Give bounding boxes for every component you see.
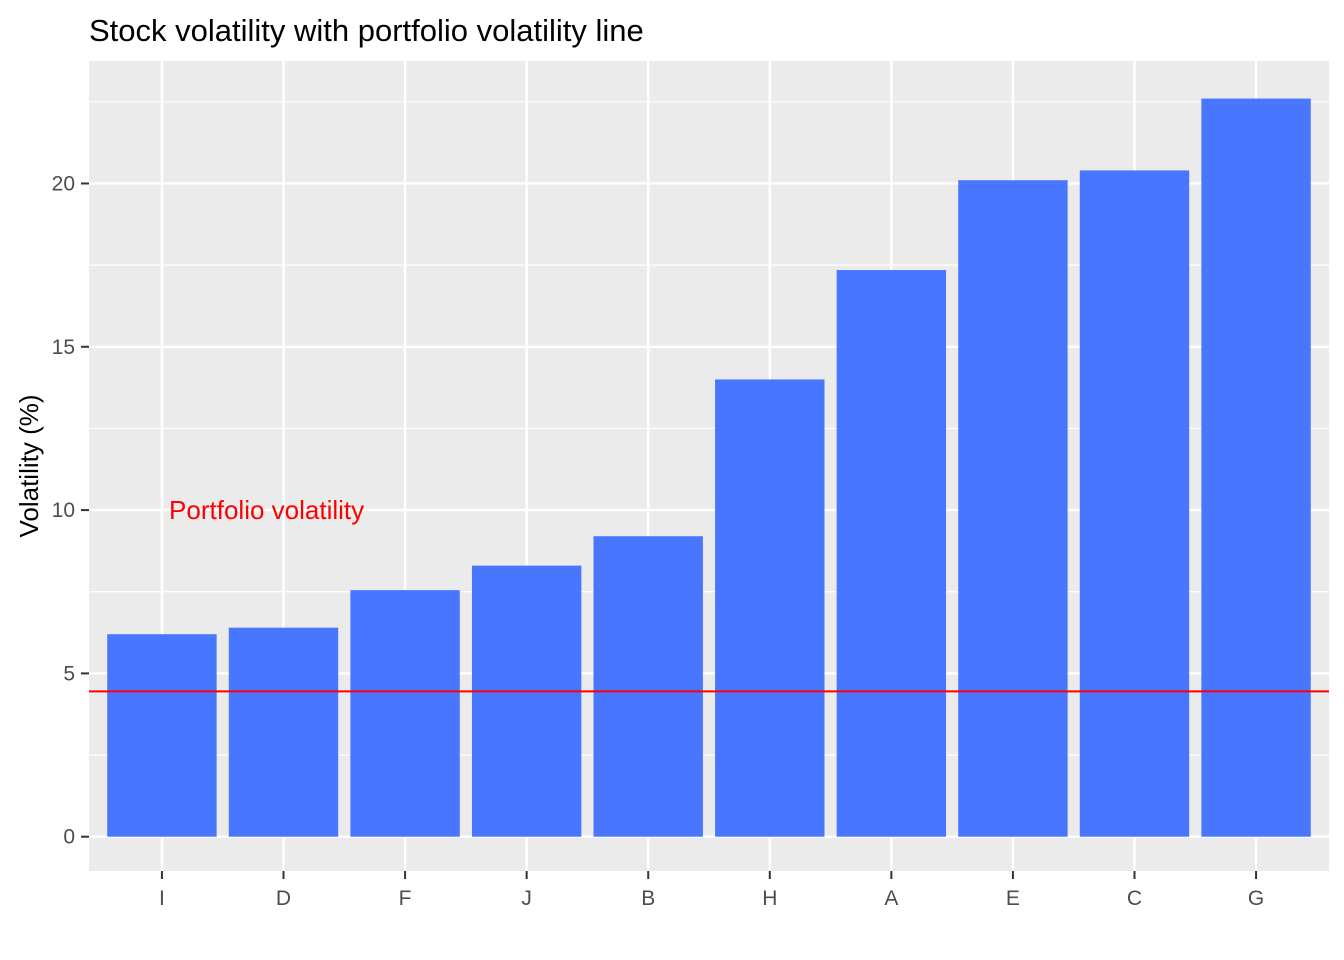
y-tick-label: 20 [52, 172, 75, 195]
x-tick-label: C [1127, 887, 1142, 910]
portfolio-volatility-line-group: Portfolio volatility [89, 495, 1329, 693]
bar-C [1079, 170, 1190, 837]
y-tick-label: 0 [63, 826, 75, 849]
x-tick-label: E [1006, 887, 1020, 910]
x-tick-label: B [641, 887, 655, 910]
y-tick-label: 10 [52, 499, 75, 522]
y-tick-label: 15 [52, 336, 75, 359]
y-axis: 0 5 10 15 20 [52, 172, 89, 849]
chart-title: Stock volatility with portfolio volatili… [89, 13, 644, 48]
x-tick-label: G [1248, 887, 1264, 910]
bar-H [715, 379, 825, 837]
bar-B [593, 536, 703, 837]
bar-A [836, 270, 947, 837]
y-tick-label: 5 [63, 662, 75, 685]
bars [107, 98, 1311, 837]
x-tick-label: I [159, 887, 165, 910]
bar-G [1201, 98, 1311, 837]
x-tick-label: H [762, 887, 777, 910]
bar-E [958, 180, 1068, 837]
x-tick-label: J [521, 887, 532, 910]
y-axis-label: Volatility (%) [14, 394, 44, 537]
bar-F [350, 590, 460, 837]
x-tick-label: D [276, 887, 291, 910]
bar-J [471, 565, 582, 837]
bar-I [107, 634, 217, 837]
x-tick-label: F [399, 887, 412, 910]
bar-D [228, 627, 339, 837]
x-tick-label: A [884, 887, 898, 910]
portfolio-volatility-label: Portfolio volatility [169, 495, 364, 525]
